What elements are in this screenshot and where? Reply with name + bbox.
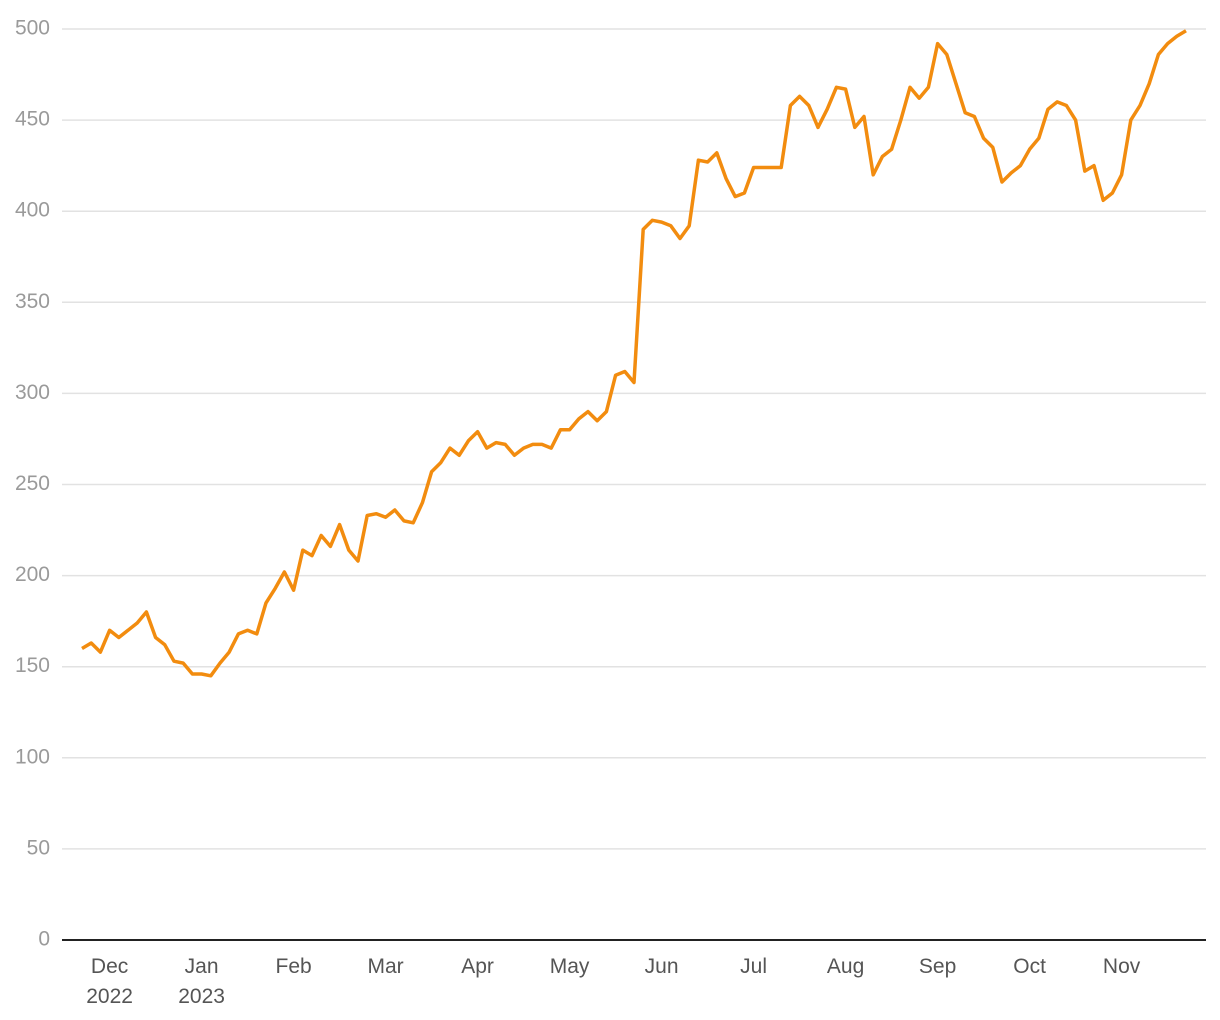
x-tick-label: Feb bbox=[275, 955, 312, 978]
y-tick-label: 200 bbox=[15, 563, 50, 586]
x-tick-label: Sep bbox=[918, 955, 957, 978]
y-tick-label: 500 bbox=[15, 17, 50, 40]
y-tick-label: 150 bbox=[15, 654, 50, 677]
x-tick-label: Apr bbox=[461, 955, 494, 978]
x-tick-label: Mar bbox=[367, 955, 404, 978]
x-tick-label: Nov bbox=[1102, 955, 1141, 978]
x-tick-label: Dec 2022 bbox=[86, 955, 133, 1008]
x-tick-label: Aug bbox=[826, 955, 865, 978]
y-tick-label: 0 bbox=[38, 928, 50, 951]
x-tick-label: Jul bbox=[740, 955, 768, 978]
y-tick-label: 400 bbox=[15, 199, 50, 222]
y-tick-label: 350 bbox=[15, 290, 50, 313]
x-tick-label: Oct bbox=[1013, 955, 1046, 978]
y-tick-label: 300 bbox=[15, 381, 50, 404]
y-tick-label: 450 bbox=[15, 108, 50, 131]
y-tick-label: 100 bbox=[15, 745, 50, 768]
x-tick-label: May bbox=[549, 955, 590, 978]
y-tick-label: 50 bbox=[27, 836, 50, 859]
x-tick-label: Jun bbox=[644, 955, 679, 978]
y-tick-label: 250 bbox=[15, 472, 50, 495]
line-series bbox=[81, 29, 1187, 678]
x-tick-label: Jan 2023 bbox=[178, 955, 225, 1008]
